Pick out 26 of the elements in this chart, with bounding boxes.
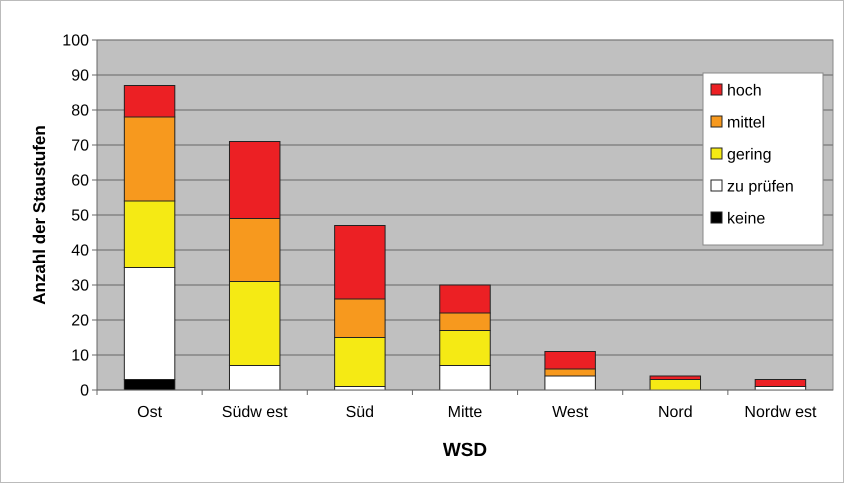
y-tick-label: 80 [71, 102, 90, 120]
x-tick-label: Nord [658, 404, 693, 421]
y-tick-label: 50 [71, 208, 90, 225]
x-axis-title: WSD [442, 440, 488, 461]
y-tick-label: 40 [71, 242, 90, 260]
y-tick-label: 90 [71, 68, 90, 85]
x-tick-label: West [552, 404, 589, 421]
y-tick-label: 60 [71, 172, 90, 190]
y-axis-title: Anzahl der Staustufen [30, 125, 49, 305]
x-tick-label: Nordw est [744, 404, 817, 421]
legend-label: zu prüfen [727, 178, 794, 196]
x-tick-label: Südw est [222, 404, 288, 421]
y-tick-label: 20 [71, 312, 90, 330]
x-tick-label: Süd [346, 404, 374, 421]
legend-label: gering [727, 146, 772, 164]
bar [754, 379, 806, 387]
y-tick-label: 30 [71, 278, 90, 295]
x-tick-label: Mitte [448, 404, 482, 421]
y-tick-label: 0 [80, 382, 90, 400]
x-tick-label: Ost [137, 404, 163, 421]
legend-label: hoch [727, 82, 762, 100]
y-tick-label: 100 [62, 32, 90, 50]
legend-label: keine [727, 210, 766, 228]
y-tick-label: 70 [71, 138, 90, 155]
y-tick-label: 10 [71, 348, 90, 365]
legend-label: mittel [727, 114, 766, 132]
